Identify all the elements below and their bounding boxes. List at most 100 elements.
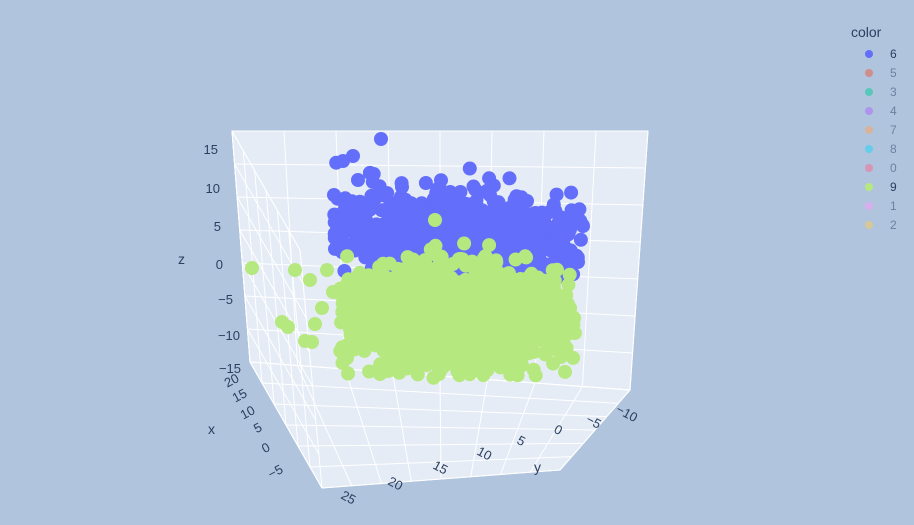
legend-item[interactable]: 2: [851, 215, 911, 234]
data-point-series-9: [382, 256, 397, 271]
legend-item[interactable]: 0: [851, 158, 911, 177]
data-point-series-6: [506, 213, 521, 228]
data-point-series-6: [478, 217, 493, 232]
data-point-series-6: [363, 166, 377, 180]
z-tick-label: 5: [214, 219, 221, 234]
data-point-series-6: [507, 192, 522, 207]
data-point-series-9: [377, 305, 392, 320]
legend-item[interactable]: 6: [851, 44, 911, 63]
data-point-series-9: [489, 340, 504, 355]
data-points: [245, 132, 590, 385]
data-point-series-9: [348, 342, 362, 356]
data-point-series-6: [569, 211, 584, 225]
gridline: [297, 442, 584, 447]
data-point-series-9: [559, 288, 574, 303]
data-point-series-6: [468, 182, 483, 197]
data-point-series-9: [362, 364, 377, 379]
legend-item[interactable]: 8: [851, 139, 911, 158]
data-point-series-9: [381, 364, 395, 378]
data-point-series-9: [414, 347, 429, 362]
data-point-series-9: [326, 285, 340, 299]
data-point-series-9: [434, 309, 449, 324]
x-tick-label: −5: [265, 461, 285, 481]
data-point-series-9: [357, 275, 372, 290]
data-point-series-6: [543, 204, 558, 219]
legend-items: 6 5 3 4 7 8 0 9 1 2: [851, 44, 911, 234]
legend-marker-icon: [865, 220, 873, 229]
data-point-series-6: [463, 223, 478, 238]
gridline: [246, 328, 320, 455]
data-point-series-9: [453, 278, 468, 293]
data-point-series-9: [527, 325, 542, 340]
data-point-series-6: [468, 234, 483, 249]
data-point-series-6: [573, 232, 588, 247]
legend-item[interactable]: 1: [851, 196, 911, 215]
data-point-series-6: [502, 171, 517, 186]
data-point-series-9: [335, 340, 350, 355]
data-point-series-6: [407, 235, 422, 249]
data-point-series-6: [327, 215, 342, 230]
data-point-series-9: [515, 310, 530, 324]
data-point-series-9: [461, 308, 476, 323]
data-point-series-6: [327, 188, 341, 202]
x-tick-label: 20: [222, 370, 242, 390]
data-point-series-9: [368, 338, 383, 353]
legend-marker-icon: [865, 163, 873, 172]
data-point-series-9: [555, 301, 570, 316]
data-point-series-9: [315, 301, 329, 315]
data-point-series-6: [384, 230, 399, 245]
data-point-series-6: [443, 200, 458, 215]
x-tick-label: 15: [230, 385, 250, 405]
legend-label: 5: [890, 65, 897, 80]
data-point-series-9: [334, 315, 349, 330]
data-point-series-9: [479, 266, 494, 281]
data-point-series-6: [336, 154, 350, 168]
data-point-series-6: [571, 255, 585, 269]
z-axis-title: z: [178, 251, 185, 267]
data-point-series-9: [558, 364, 572, 379]
y-tick-label: −5: [584, 411, 604, 431]
data-point-series-9: [428, 213, 442, 227]
data-point-series-9: [489, 253, 504, 268]
data-point-series-9: [464, 320, 479, 335]
legend-item[interactable]: 3: [851, 82, 911, 101]
gridline: [285, 424, 596, 431]
legend-item[interactable]: 5: [851, 63, 911, 82]
legend-label: 9: [890, 179, 897, 194]
data-point-series-6: [419, 205, 433, 220]
data-point-series-6: [564, 185, 579, 200]
data-point-series-9: [453, 251, 468, 266]
data-point-series-6: [483, 188, 497, 202]
data-point-series-9: [426, 272, 441, 287]
y-axis-title: y: [534, 459, 541, 475]
data-point-series-9: [421, 260, 435, 275]
data-point-series-9: [566, 350, 581, 365]
legend-item[interactable]: 9: [851, 177, 911, 196]
data-point-series-9: [369, 279, 383, 294]
data-point-series-9: [281, 320, 295, 334]
x-tick-label: 5: [251, 419, 264, 436]
legend-label: 0: [890, 160, 897, 175]
data-point-series-9: [529, 301, 544, 316]
data-point-series-9: [355, 325, 370, 340]
legend-item[interactable]: 7: [851, 120, 911, 139]
legend-label: 4: [890, 103, 897, 118]
data-point-series-9: [454, 360, 469, 375]
data-point-series-9: [412, 305, 427, 320]
legend-item[interactable]: 4: [851, 101, 911, 120]
gridline: [582, 130, 597, 387]
data-point-series-9: [410, 367, 425, 382]
data-point-series-9: [370, 290, 385, 305]
data-point-series-9: [401, 352, 416, 367]
legend-marker-icon: [865, 68, 873, 77]
data-point-series-9: [559, 340, 574, 355]
z-tick-label: 0: [216, 257, 223, 272]
data-point-series-9: [352, 304, 367, 319]
data-point-series-6: [430, 182, 445, 197]
data-point-series-9: [459, 332, 474, 347]
data-point-series-6: [418, 176, 433, 190]
data-point-series-9: [448, 319, 463, 334]
y-tick-label: 15: [431, 457, 451, 477]
legend-marker-icon: [865, 125, 873, 134]
